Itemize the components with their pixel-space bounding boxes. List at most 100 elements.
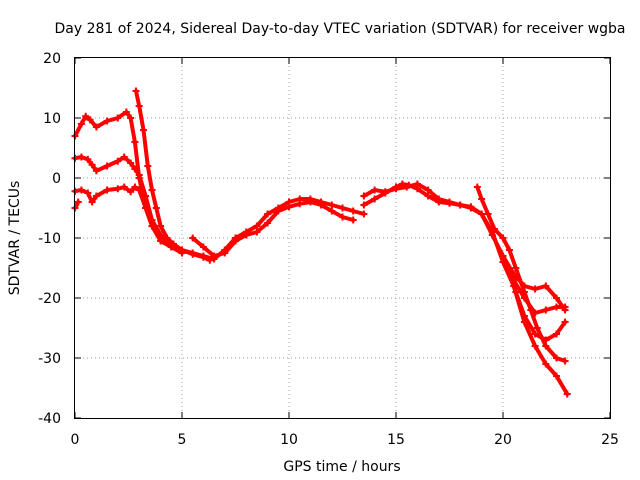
series-track-4 (71, 198, 82, 212)
data-point (86, 116, 94, 124)
data-point (157, 237, 165, 245)
data-point (84, 189, 92, 197)
data-point (488, 231, 496, 239)
data-point (512, 264, 520, 272)
data-point (473, 183, 481, 191)
series-track-8 (360, 180, 569, 314)
data-point (139, 126, 147, 134)
data-point (152, 204, 160, 212)
data-point (210, 252, 218, 260)
data-point (328, 201, 336, 209)
data-point (328, 207, 336, 215)
series-track-6 (189, 198, 357, 260)
axis-ticks: 0 5 10 15 20 25 20 10 0 -10 -20 -30 -40 (38, 51, 619, 448)
data-point (467, 203, 475, 211)
data-point (520, 312, 528, 320)
data-point (561, 357, 569, 365)
data-point (242, 231, 250, 239)
series-track-9 (473, 183, 569, 365)
data-point (253, 228, 261, 236)
data-point (77, 186, 85, 194)
data-point (542, 360, 550, 368)
data-point (531, 309, 539, 317)
data-point (114, 157, 122, 165)
data-point (127, 188, 135, 196)
y-tick-label: 20 (43, 51, 61, 67)
data-point (531, 330, 539, 338)
data-point (132, 87, 140, 95)
series-track-3 (71, 183, 186, 257)
y-tick-label: -30 (38, 351, 61, 367)
data-point (103, 117, 111, 125)
data-point (349, 207, 357, 215)
data-point (88, 198, 96, 206)
data-point (349, 216, 357, 224)
data-point (264, 219, 272, 227)
x-tick-label: 10 (280, 432, 298, 448)
data-point (142, 204, 150, 212)
data-point (199, 243, 207, 251)
data-point (103, 162, 111, 170)
data-point (82, 112, 90, 120)
data-point (403, 183, 411, 191)
data-point (435, 195, 443, 203)
data-point (157, 222, 165, 230)
data-point (274, 207, 282, 215)
data-point (542, 342, 550, 350)
data-point (553, 303, 560, 311)
series-track-11 (503, 264, 569, 344)
y-tick-label: 0 (52, 171, 61, 187)
data-point (232, 237, 239, 245)
data-point (77, 120, 85, 128)
data-point (114, 185, 122, 193)
data-point (339, 204, 346, 212)
data-point (533, 324, 541, 332)
data-point (206, 256, 214, 264)
data-point (360, 210, 368, 218)
data-point (88, 161, 96, 169)
data-point (553, 294, 560, 302)
y-tick-label: -10 (38, 231, 61, 247)
data-point (127, 159, 135, 167)
data-point (360, 201, 368, 209)
data-point (339, 213, 346, 221)
data-point (131, 165, 139, 173)
data-point (122, 108, 130, 116)
data-point (77, 153, 85, 161)
data-point (413, 180, 421, 188)
data-point (478, 210, 486, 218)
x-axis-label: GPS time / hours (283, 459, 400, 475)
data-point (553, 354, 560, 362)
data-point (490, 225, 498, 233)
data-point (512, 288, 520, 296)
data-point (189, 250, 197, 258)
data-point (306, 198, 314, 206)
x-tick-label: 0 (71, 432, 80, 448)
data-point (499, 252, 507, 260)
data-point (92, 167, 100, 175)
series-line (134, 89, 184, 252)
data-point (505, 246, 513, 254)
data-point (424, 192, 432, 200)
data-point (542, 306, 550, 314)
data-point (446, 198, 453, 206)
data-point (424, 186, 432, 194)
data-point (189, 234, 197, 242)
data-point (84, 155, 92, 163)
data-point (131, 183, 139, 191)
data-point (381, 188, 389, 196)
data-point (114, 114, 122, 122)
data-point (74, 198, 82, 206)
data-point (317, 201, 325, 209)
data-point (120, 183, 128, 191)
grid (75, 58, 610, 418)
data-point (135, 102, 143, 110)
plot-frame (74, 57, 611, 419)
data-point (127, 114, 135, 122)
data-point (531, 285, 539, 293)
data-point (221, 249, 229, 257)
data-point (360, 192, 368, 200)
data-point (499, 234, 507, 242)
series-track-10 (499, 252, 569, 317)
